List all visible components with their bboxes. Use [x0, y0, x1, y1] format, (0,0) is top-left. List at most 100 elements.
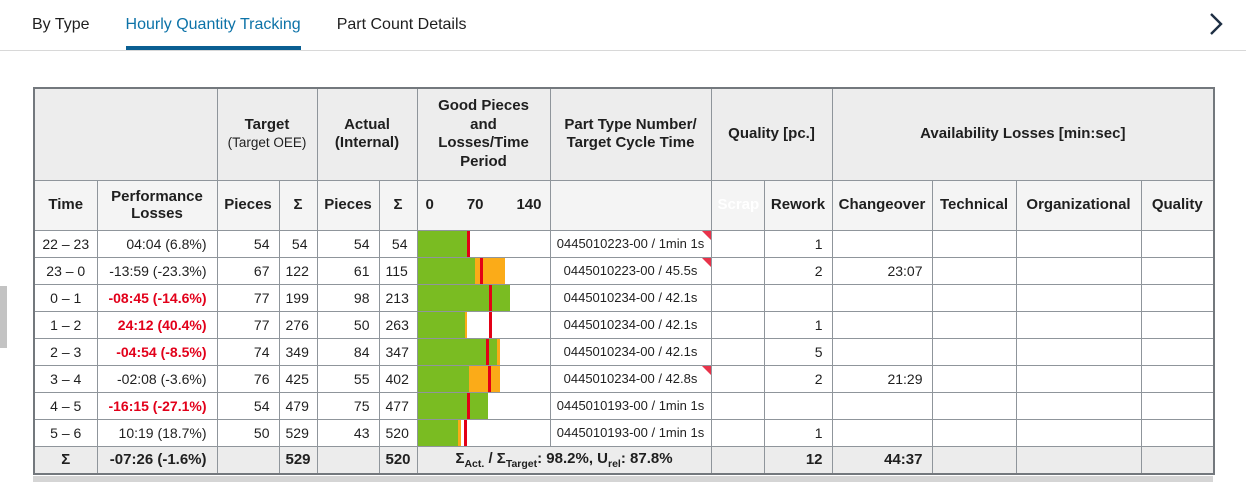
col-target-pieces: Pieces [216, 179, 280, 231]
actual-sum-cell: 402 [378, 364, 418, 393]
target-subtitle: (Target OEE) [227, 135, 307, 151]
col-changeover: Changeover [831, 179, 933, 231]
time-cell: 22 – 23 [33, 229, 98, 258]
time-cell: 5 – 6 [33, 418, 98, 447]
part-type-cell: 0445010234-00 / 42.1s [549, 283, 712, 312]
organizational-cell [1015, 391, 1142, 420]
target-marker-line [488, 366, 492, 391]
time-cell: 4 – 5 [33, 391, 98, 420]
part-type-cell: 0445010223-00 / 45.5s [549, 256, 712, 285]
target-sum-cell: 276 [278, 310, 318, 339]
good-pieces-bar [416, 337, 551, 366]
col-actual-pieces: Pieces [316, 179, 380, 231]
next-page-button[interactable] [1202, 12, 1230, 40]
quality-cell [1140, 256, 1215, 285]
good-pieces-segment [418, 393, 489, 418]
changeover-cell: 23:07 [831, 256, 933, 285]
rework-cell: 1 [763, 310, 833, 339]
horizontal-scrollbar[interactable] [33, 476, 1213, 482]
target-sum-cell: 479 [278, 391, 318, 420]
target-sum-cell: 349 [278, 337, 318, 366]
target-title: Target [244, 115, 290, 133]
losses-segment [496, 339, 501, 364]
changeover-cell [831, 391, 933, 420]
table-row: 23 – 0 -13:59 (-23.3%) 67 122 61 115 044… [33, 256, 1215, 285]
actual-pieces-cell: 43 [316, 418, 380, 447]
technical-cell [931, 391, 1017, 420]
good-pieces-segment [418, 366, 470, 391]
good-pieces-bar [416, 418, 551, 447]
organizational-cell [1015, 418, 1142, 447]
tab-by-type[interactable]: By Type [32, 16, 90, 33]
col-performance-losses: Performance Losses [96, 179, 218, 231]
table-row: 22 – 23 04:04 (6.8%) 54 54 54 54 0445010… [33, 229, 1215, 258]
table-row: 2 – 3 -04:54 (-8.5%) 74 349 84 347 04450… [33, 337, 1215, 366]
good-pieces-header: Good Pieces and Losses/Time Period [416, 87, 551, 181]
col-time: Time [33, 179, 98, 231]
target-pieces-cell: 54 [216, 391, 280, 420]
organizational-cell [1015, 229, 1142, 258]
target-sum-cell: 529 [278, 418, 318, 447]
axis-min: 0 [425, 196, 434, 214]
sum-formula: ΣAct. / ΣTarget: 98.2%, Urel: 87.8% [416, 445, 712, 475]
rework-cell [763, 391, 833, 420]
scrap-cell [710, 391, 765, 420]
time-cell: 1 – 2 [33, 310, 98, 339]
target-marker-line [479, 258, 483, 283]
actual-pieces-cell: 75 [316, 391, 380, 420]
col-technical: Technical [931, 179, 1017, 231]
target-pieces-cell: 54 [216, 229, 280, 258]
target-pieces-cell: 76 [216, 364, 280, 393]
quality-cell [1140, 283, 1215, 312]
good-pieces-segment [418, 231, 468, 256]
actual-sum-cell: 263 [378, 310, 418, 339]
technical-cell [931, 337, 1017, 366]
target-pieces-cell: 50 [216, 418, 280, 447]
target-pieces-cell: 77 [216, 283, 280, 312]
part-type-cell: 0445010234-00 / 42.1s [549, 337, 712, 366]
part-type-cell: 0445010193-00 / 1min 1s [549, 418, 712, 447]
time-cell: 0 – 1 [33, 283, 98, 312]
quality-cell [1140, 364, 1215, 393]
group-header-row: Target (Target OEE) Actual (Internal) Go… [33, 87, 1215, 181]
target-marker-line [489, 312, 493, 337]
rework-cell: 2 [763, 364, 833, 393]
sum-scrap [710, 445, 765, 475]
column-header-row: Time Performance Losses Pieces Σ Pieces … [33, 179, 1215, 231]
tab-part-count-details[interactable]: Part Count Details [336, 16, 467, 33]
technical-cell [931, 310, 1017, 339]
actual-sum-cell: 477 [378, 391, 418, 420]
good-pieces-bar [416, 229, 551, 258]
table-row: 3 – 4 -02:08 (-3.6%) 76 425 55 402 04450… [33, 364, 1215, 393]
col-scrap: Scrap [710, 179, 765, 231]
actual-sum-cell: 347 [378, 337, 418, 366]
sum-target-total: 529 [278, 445, 318, 475]
changeover-cell [831, 229, 933, 258]
quality-cell [1140, 391, 1215, 420]
sum-changeover: 44:37 [831, 445, 933, 475]
tab-hourly-quantity-tracking[interactable]: Hourly Quantity Tracking [125, 0, 301, 50]
part-type-cell: 0445010234-00 / 42.8s [549, 364, 712, 393]
scrap-cell [710, 310, 765, 339]
good-pieces-bar [416, 364, 551, 393]
organizational-cell [1015, 256, 1142, 285]
time-cell: 23 – 0 [33, 256, 98, 285]
sum-row: Σ -07:26 (-1.6%) 529 520 ΣAct. / ΣTarget… [33, 445, 1215, 475]
sum-target-pieces-empty [216, 445, 280, 475]
rework-cell [763, 283, 833, 312]
table-row: 5 – 6 10:19 (18.7%) 50 529 43 520 044501… [33, 418, 1215, 447]
changeover-cell: 21:29 [831, 364, 933, 393]
target-sum-cell: 199 [278, 283, 318, 312]
quality-cell [1140, 229, 1215, 258]
target-sum-cell: 54 [278, 229, 318, 258]
performance-losses-cell: 24:12 (40.4%) [96, 310, 218, 339]
good-pieces-segment [418, 258, 475, 283]
sum-quality [1140, 445, 1215, 475]
performance-losses-cell: -16:15 (-27.1%) [96, 391, 218, 420]
good-pieces-bar [416, 256, 551, 285]
good-pieces-bar [416, 310, 551, 339]
time-cell: 2 – 3 [33, 337, 98, 366]
actual-sum-cell: 520 [378, 418, 418, 447]
sum-sigma-label: Σ [33, 445, 98, 475]
changeover-cell [831, 283, 933, 312]
